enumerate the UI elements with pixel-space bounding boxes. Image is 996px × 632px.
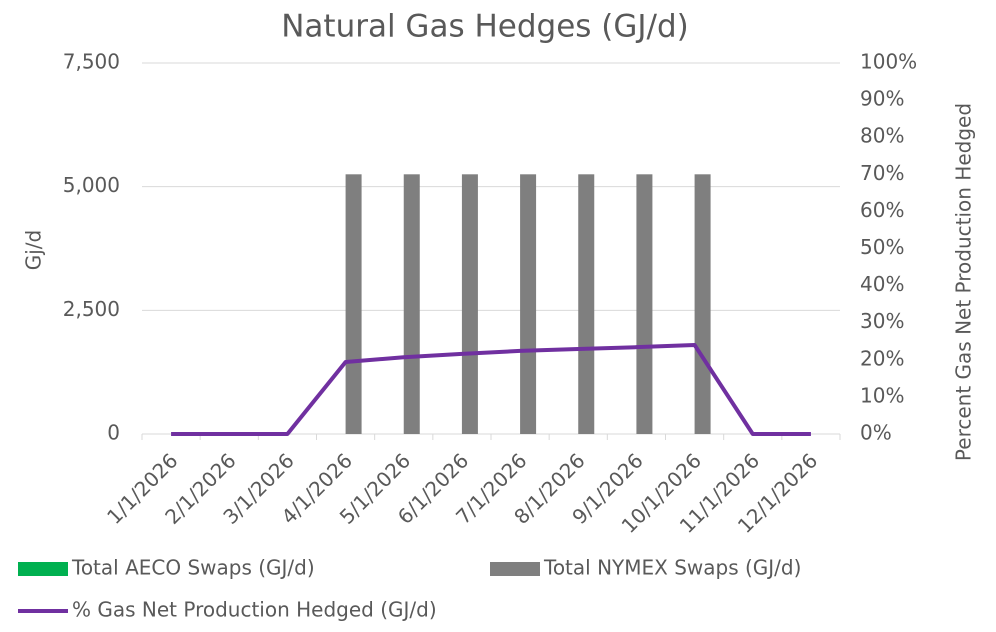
bar xyxy=(578,174,595,435)
bar xyxy=(694,174,711,435)
legend-label: Total NYMEX Swaps (GJ/d) xyxy=(543,556,801,580)
legend-label: % Gas Net Production Hedged (GJ/d) xyxy=(72,598,437,622)
bar xyxy=(636,174,653,435)
bar xyxy=(520,174,537,435)
legend-swatch xyxy=(490,562,540,576)
y2-axis-label: Percent Gas Net Production Hedged xyxy=(952,103,976,461)
y-tick-label: 2,500 xyxy=(63,297,120,321)
y-axis-label: Gj/d xyxy=(22,230,46,271)
bar xyxy=(345,174,362,435)
y2-tick-label: 50% xyxy=(860,235,904,259)
y-tick-label: 7,500 xyxy=(63,50,120,74)
y2-tick-label: 10% xyxy=(860,383,904,407)
y-tick-label: 0 xyxy=(107,421,120,445)
y2-tick-label: 70% xyxy=(860,161,904,185)
legend-swatch xyxy=(18,562,68,576)
y2-tick-label: 60% xyxy=(860,198,904,222)
line-series xyxy=(171,342,811,436)
y-tick-label: 5,000 xyxy=(63,173,120,197)
y2-tick-label: 100% xyxy=(860,50,917,74)
y2-tick-label: 20% xyxy=(860,346,904,370)
legend-label: Total AECO Swaps (GJ/d) xyxy=(71,556,315,580)
bar xyxy=(403,174,420,435)
y2-tick-label: 30% xyxy=(860,309,904,333)
y2-tick-label: 40% xyxy=(860,272,904,296)
y2-tick-label: 90% xyxy=(860,87,904,111)
y2-tick-label: 0% xyxy=(860,421,892,445)
chart-title: Natural Gas Hedges (GJ/d) xyxy=(281,9,689,45)
bar xyxy=(461,174,478,435)
y2-tick-label: 80% xyxy=(860,124,904,148)
